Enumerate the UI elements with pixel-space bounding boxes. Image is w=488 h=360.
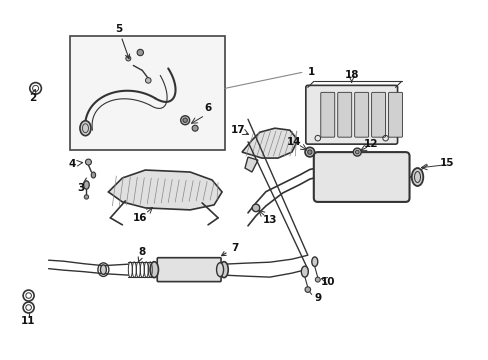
Text: 15: 15: [439, 158, 454, 168]
Text: 10: 10: [320, 276, 334, 287]
Ellipse shape: [125, 56, 131, 61]
Ellipse shape: [183, 118, 187, 122]
Ellipse shape: [252, 204, 259, 212]
FancyBboxPatch shape: [354, 92, 368, 137]
Ellipse shape: [192, 125, 198, 131]
Text: 4: 4: [69, 159, 76, 169]
Ellipse shape: [137, 49, 143, 56]
Text: 9: 9: [314, 293, 321, 302]
Text: 11: 11: [20, 316, 35, 327]
Text: 18: 18: [344, 71, 358, 80]
FancyBboxPatch shape: [388, 92, 402, 137]
FancyBboxPatch shape: [305, 85, 397, 144]
Ellipse shape: [85, 159, 91, 165]
Text: 13: 13: [262, 215, 277, 225]
Ellipse shape: [311, 257, 317, 266]
Polygon shape: [108, 170, 222, 210]
Ellipse shape: [355, 150, 358, 154]
Bar: [70, 36, 224, 150]
Text: 12: 12: [363, 139, 378, 149]
Ellipse shape: [411, 168, 423, 186]
FancyBboxPatch shape: [371, 92, 385, 137]
Ellipse shape: [220, 262, 228, 278]
Ellipse shape: [305, 287, 310, 292]
Ellipse shape: [352, 148, 361, 156]
Ellipse shape: [216, 263, 223, 276]
Text: 3: 3: [77, 183, 84, 193]
Ellipse shape: [180, 116, 189, 125]
Ellipse shape: [80, 121, 91, 136]
Polygon shape: [242, 128, 297, 158]
FancyBboxPatch shape: [157, 258, 221, 282]
Ellipse shape: [84, 195, 88, 199]
Text: 6: 6: [204, 103, 211, 113]
Text: 16: 16: [133, 213, 147, 223]
FancyBboxPatch shape: [337, 92, 351, 137]
Ellipse shape: [307, 150, 311, 154]
Ellipse shape: [83, 181, 89, 189]
Text: 5: 5: [115, 24, 129, 59]
Ellipse shape: [91, 172, 96, 178]
FancyBboxPatch shape: [313, 152, 408, 202]
Text: 2: 2: [29, 90, 36, 103]
Ellipse shape: [301, 266, 308, 277]
Polygon shape: [244, 157, 258, 172]
Ellipse shape: [305, 147, 314, 157]
Text: 8: 8: [138, 247, 145, 262]
Ellipse shape: [150, 262, 158, 278]
Text: 14: 14: [286, 137, 301, 147]
Ellipse shape: [145, 78, 151, 83]
Ellipse shape: [100, 265, 106, 274]
Text: 1: 1: [307, 67, 315, 77]
Text: 7: 7: [221, 243, 238, 256]
Text: 17: 17: [230, 125, 245, 135]
FancyBboxPatch shape: [320, 92, 334, 137]
Ellipse shape: [315, 277, 320, 282]
